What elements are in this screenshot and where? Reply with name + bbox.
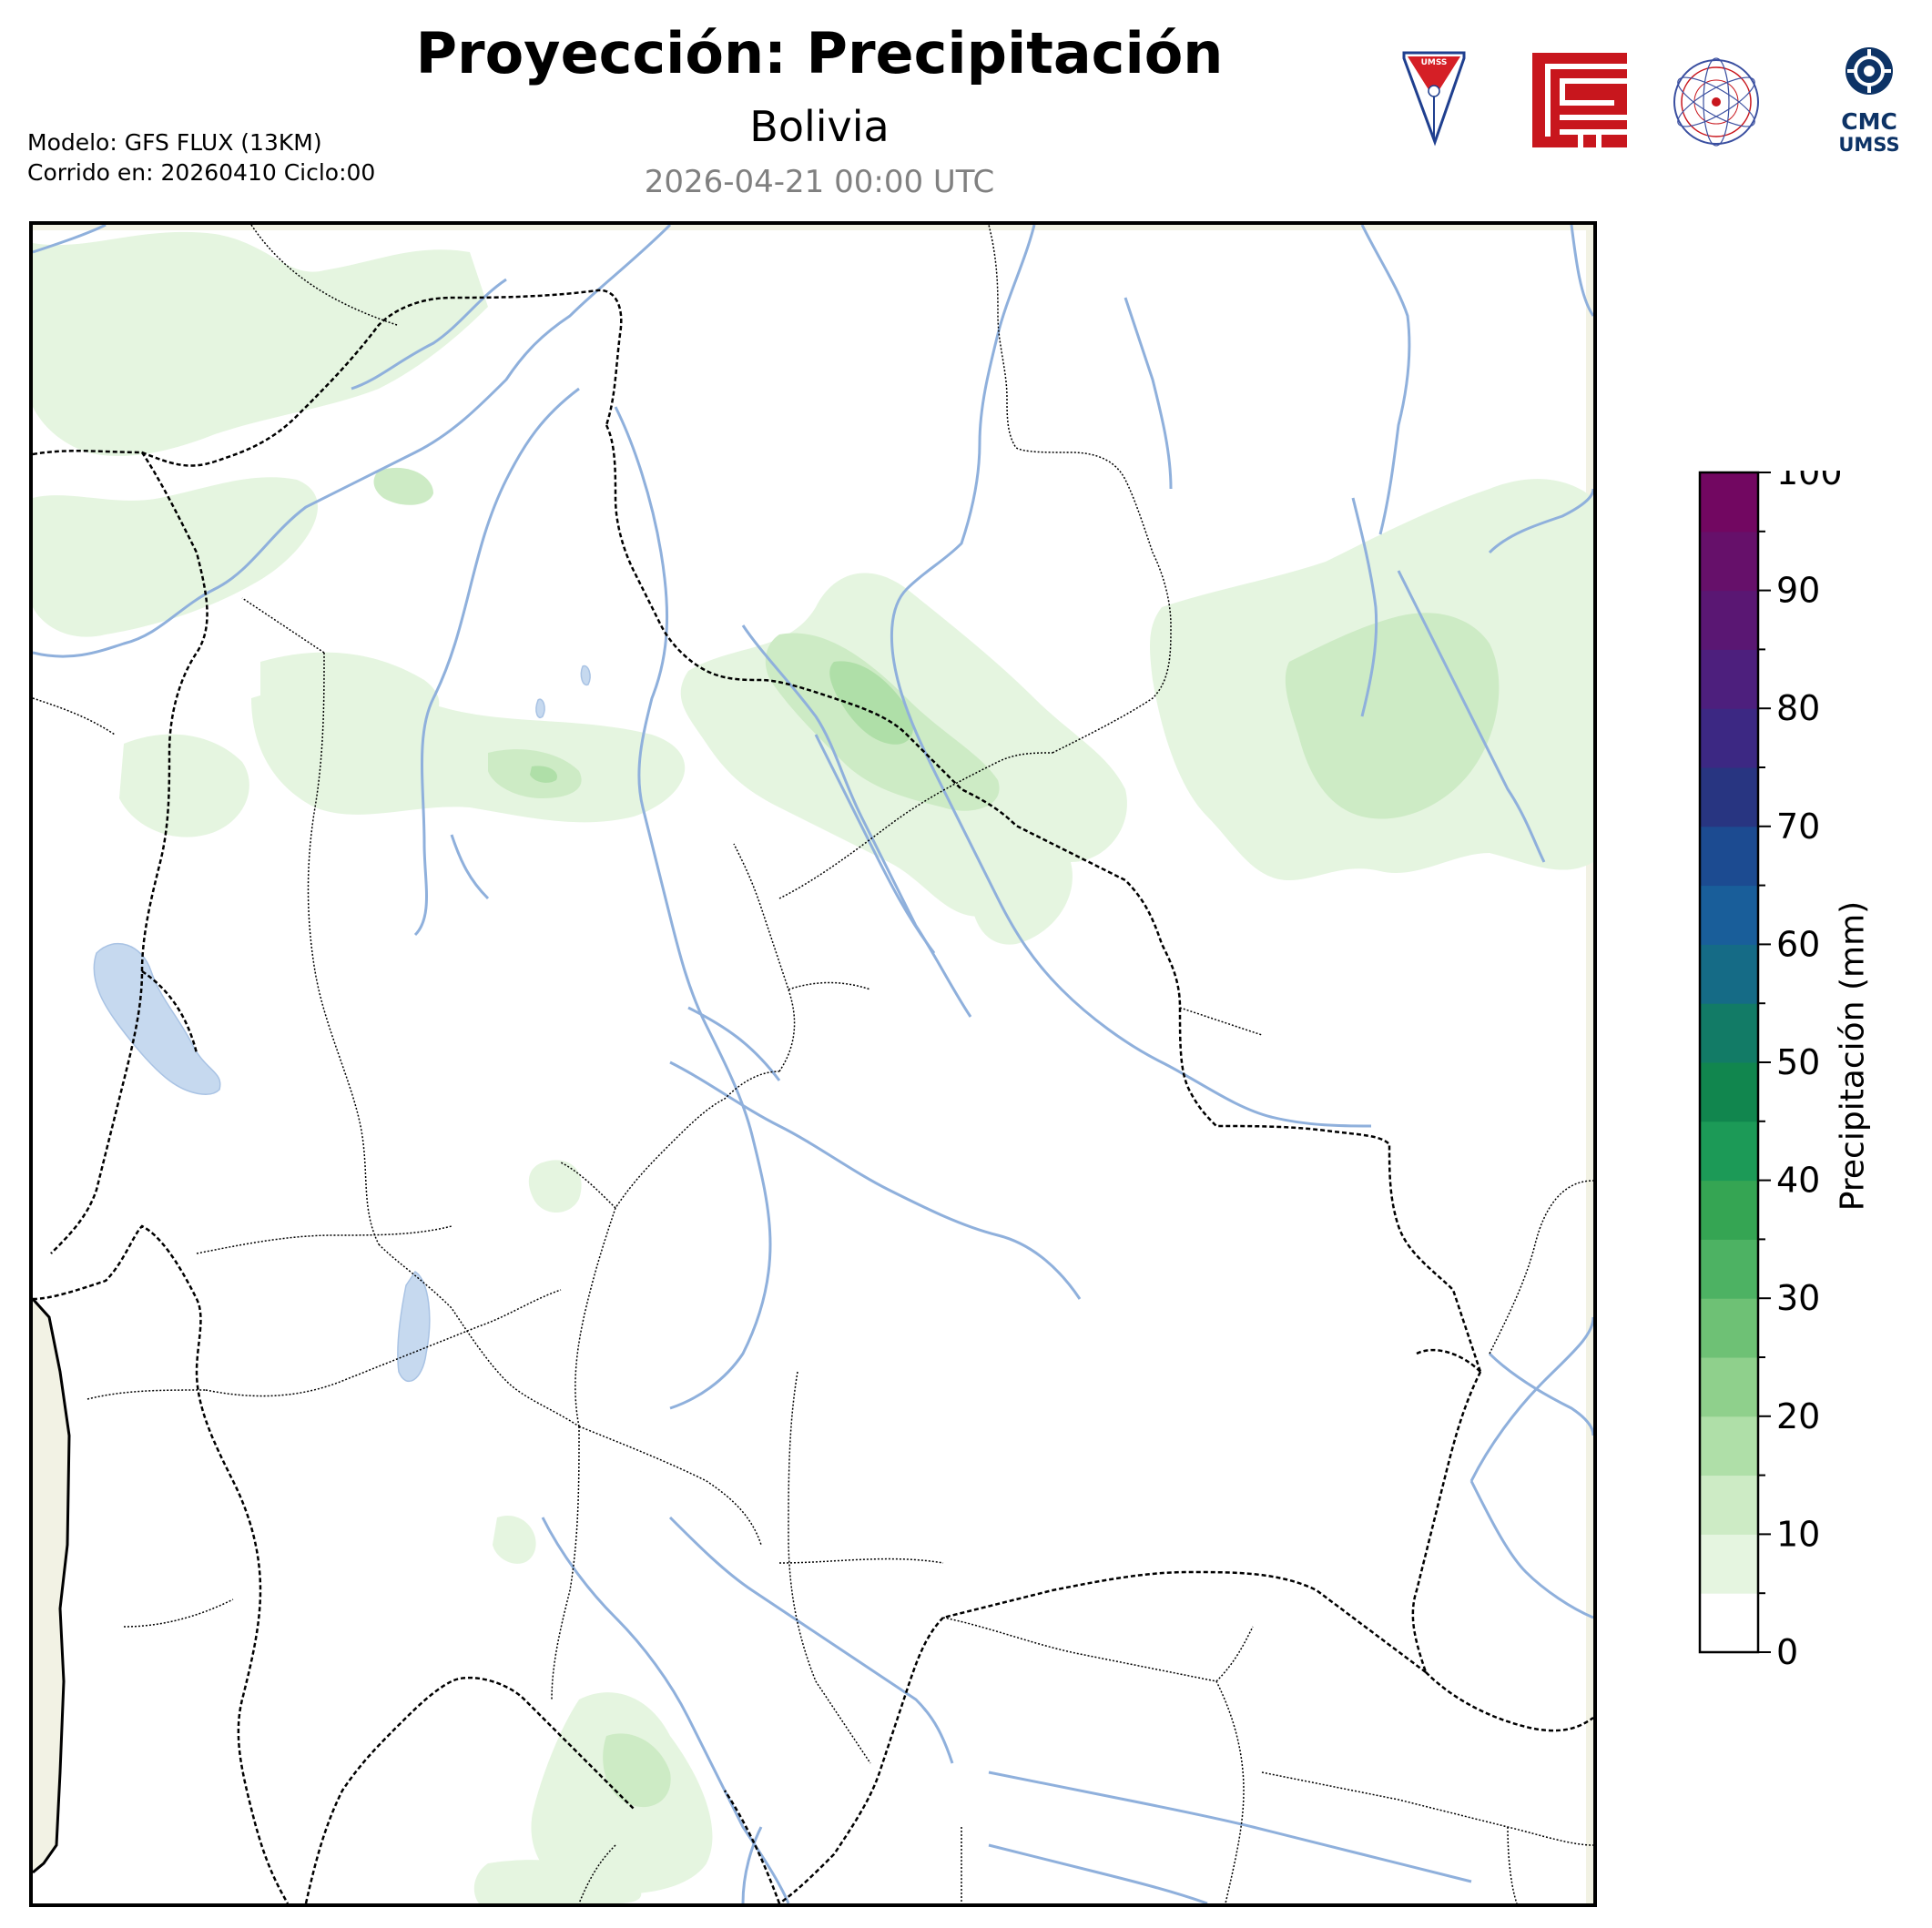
colorbar-segment	[1700, 1534, 1758, 1594]
red-seal-logo	[1532, 53, 1627, 147]
colorbar-tick-label: 50	[1776, 1042, 1820, 1082]
colorbar-segment	[1700, 944, 1758, 1004]
cmc-umss-logo: CMC UMSS	[1838, 47, 1900, 156]
colorbar: 0 10 20 30 40 50 60 70 80 90 100	[1698, 452, 1853, 1712]
umss-logo: UMSS	[1402, 51, 1466, 147]
map-edge-top	[33, 225, 1593, 230]
lakes	[93, 665, 591, 1383]
colorbar-segment	[1700, 1180, 1758, 1240]
model-line: Modelo: GFS FLUX (13KM)	[27, 129, 322, 156]
map-title: Proyección: Precipitación	[415, 20, 1224, 86]
colorbar-tick-label: 80	[1776, 688, 1820, 728]
colorbar-segment	[1700, 1298, 1758, 1358]
country-borders	[33, 289, 1593, 1903]
colorbar-segment	[1700, 1121, 1758, 1182]
colorbar-segment	[1700, 1475, 1758, 1535]
colorbar-segment	[1700, 1239, 1758, 1299]
colorbar-segment	[1700, 885, 1758, 945]
valid-time: 2026-04-21 00:00 UTC	[644, 164, 995, 200]
colorbar-segment	[1700, 1003, 1758, 1063]
colorbar-segment	[1700, 1416, 1758, 1476]
colorbar-tick-label: 0	[1776, 1632, 1798, 1672]
colorbar-tick-label: 30	[1776, 1278, 1820, 1318]
svg-text:UMSS: UMSS	[1421, 58, 1448, 67]
precip-0-5-mm-areas	[33, 231, 1593, 1903]
colorbar-segment	[1700, 1593, 1758, 1653]
rivers	[33, 225, 1593, 1903]
colorbar-tick-label: 20	[1776, 1396, 1820, 1436]
lake-small-2	[580, 665, 591, 686]
colorbar-segment	[1700, 826, 1758, 887]
lake-poopo	[397, 1270, 431, 1383]
admin-borders	[33, 225, 1593, 1903]
pacific-ocean	[33, 1299, 69, 1872]
lake-titicaca	[93, 943, 221, 1095]
colorbar-segment	[1700, 649, 1758, 709]
colorbar-tick-label: 100	[1776, 471, 1843, 492]
colorbar-tick-label: 40	[1776, 1161, 1820, 1201]
run-line: Corrido en: 20260410 Ciclo:00	[27, 159, 376, 186]
map-panel	[29, 221, 1597, 1907]
colorbar-segment	[1700, 1357, 1758, 1417]
colorbar-segment	[1700, 590, 1758, 650]
svg-text:UMSS: UMSS	[1838, 134, 1899, 156]
colorbar-label: Precipitación (mm)	[1834, 900, 1872, 1212]
colorbar-segment	[1700, 708, 1758, 768]
lake-small-1	[535, 698, 545, 718]
colorbar-tick-label: 60	[1776, 924, 1820, 964]
colorbar-tick-label: 70	[1776, 807, 1820, 847]
colorbar-segment	[1700, 1062, 1758, 1122]
precip-10-15-mm-areas	[530, 661, 914, 783]
physics-dept-logo	[1673, 57, 1759, 147]
coastline	[33, 1297, 71, 1874]
colorbar-segment	[1700, 767, 1758, 827]
colorbar-tick-label: 90	[1776, 571, 1820, 611]
colorbar-segment	[1700, 531, 1758, 592]
institution-logos: UMSS	[1402, 47, 1912, 166]
map-edge-right	[1586, 225, 1593, 1903]
svg-text:CMC: CMC	[1841, 108, 1897, 135]
precipitation-field	[33, 231, 1593, 1903]
colorbar-segment	[1700, 472, 1758, 533]
map-region: Bolivia	[749, 102, 890, 151]
model-info: Modelo: GFS FLUX (13KM) Corrido en: 2026…	[27, 127, 375, 188]
colorbar-tick-label: 10	[1776, 1514, 1820, 1554]
